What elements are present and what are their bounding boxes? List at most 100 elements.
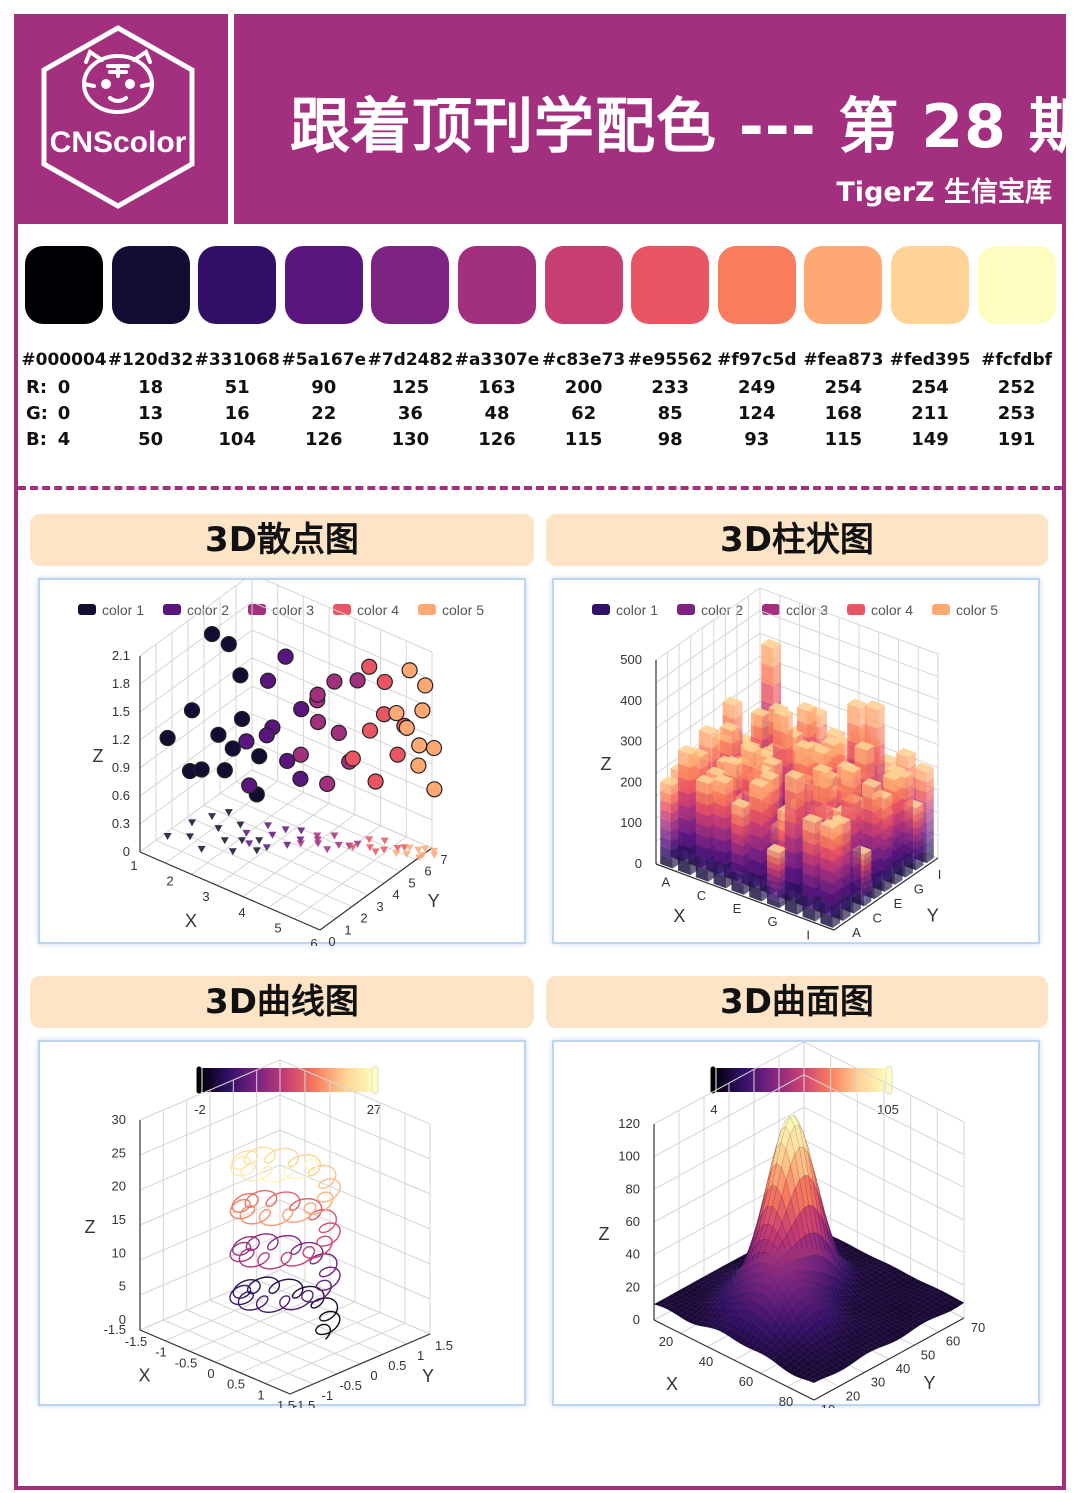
line-3d-chart[interactable]: -2 27 -1.5 0 5 10 15 20 25 30 -1.5 -1 -0.5 0 0.5 1 1.5 -1… <box>38 1040 526 1408</box>
helix-segment <box>314 1262 317 1265</box>
z-axis-name: Z <box>601 754 612 774</box>
surface-3d-chart[interactable]: 4 105 0 20 40 60 80 100 120 20 40 60 80 10 20 30 40 50 60 7… <box>552 1040 1040 1408</box>
floor-projection-mark <box>283 841 292 849</box>
side-wall-grid-line <box>653 1074 805 1158</box>
helix-segment <box>252 1252 255 1255</box>
helix-segment <box>305 1246 308 1249</box>
bar-segment <box>820 846 833 862</box>
helix-segment <box>302 1175 307 1178</box>
bar-segment-side <box>785 745 793 767</box>
helix-segment <box>241 1166 244 1170</box>
bar-segment-side <box>843 819 851 836</box>
bar-segment-side <box>916 844 924 857</box>
helix-segment <box>255 1191 259 1194</box>
bar-segment <box>773 712 786 734</box>
legend-swatch <box>847 604 865 615</box>
floor-projection-mark <box>314 840 322 848</box>
floor-projection-mark <box>236 821 245 829</box>
b-value-12: 191 <box>997 429 1036 450</box>
helix-segment <box>320 1225 323 1228</box>
bar-segment <box>767 867 780 878</box>
hex-label-3: #331068 <box>194 350 280 370</box>
helix-segment <box>277 1180 281 1183</box>
x-tick-label: 0.5 <box>227 1377 245 1392</box>
helix-segment <box>310 1170 314 1174</box>
helix-segment <box>267 1244 270 1247</box>
helix-segment <box>329 1192 332 1195</box>
helix-segment <box>277 1287 280 1290</box>
floor-projection-mark <box>163 832 172 840</box>
bar-segment <box>802 862 816 878</box>
helix-segment <box>247 1157 250 1160</box>
helix-segment <box>313 1158 316 1161</box>
bar-segment <box>713 825 727 842</box>
z-tick-label: 10 <box>112 1245 126 1260</box>
swatch-7 <box>544 246 623 324</box>
side-wall-grid-line <box>139 1059 281 1121</box>
y-tick-label: -1 <box>322 1388 334 1403</box>
logo-text: CNScolor <box>50 126 187 159</box>
helix-segment <box>232 1302 236 1305</box>
scatter-point-color-4 <box>361 722 379 739</box>
floor-projection-mark <box>188 819 196 827</box>
bar-segment <box>749 884 762 902</box>
helix-segment <box>252 1308 256 1311</box>
floor-grid-line <box>242 814 356 897</box>
bar-segment-side <box>884 804 893 820</box>
z-tick-label: 40 <box>626 1247 640 1262</box>
bar-segment-side <box>853 830 861 852</box>
x-axis-name: X <box>138 1366 150 1386</box>
helix-segment <box>338 1321 341 1324</box>
helix-segment <box>246 1156 249 1159</box>
helix-segment <box>247 1199 250 1202</box>
bar-segment-side <box>895 868 903 885</box>
helix-segment <box>284 1252 287 1254</box>
r-value-6: 163 <box>478 377 516 398</box>
helix-segment <box>280 1297 283 1300</box>
bar-segment-side <box>874 819 882 838</box>
scatter-point-color-5 <box>426 781 443 798</box>
helix-segment <box>309 1218 311 1221</box>
helix-segment <box>231 1246 235 1250</box>
g-value-9: 124 <box>738 403 776 424</box>
x-tick-label: 5 <box>274 920 281 935</box>
bar-segment <box>678 763 691 782</box>
helix-segment <box>321 1224 324 1227</box>
scatter-point-color-2 <box>277 648 294 665</box>
bar-segment <box>813 784 826 805</box>
helix-segment <box>290 1203 293 1206</box>
scatter-point-color-5 <box>414 702 431 719</box>
helix-segment <box>328 1209 332 1212</box>
bar-segment <box>761 681 774 705</box>
scatter-point-color-2 <box>292 770 309 787</box>
helix-segment <box>282 1217 285 1220</box>
x-tick-label: -1.5 <box>125 1334 147 1349</box>
bar-segment-side <box>916 817 924 830</box>
bar-segment <box>749 795 762 813</box>
bar-3d-chart[interactable]: color 1 color 2 color 3 color 4 color 5 0 100 2… <box>552 578 1040 944</box>
helix-segment <box>331 1180 335 1184</box>
helix-segment <box>241 1303 245 1305</box>
hex-label-4: #5a167e <box>281 350 367 370</box>
helix-segment <box>237 1298 240 1301</box>
bar-segment <box>695 833 709 850</box>
x-axis-name: X <box>666 1374 678 1394</box>
bar-segment-side <box>690 749 698 769</box>
helix-segment <box>229 1293 232 1296</box>
scatter-3d-chart[interactable]: color 1 color 2 color 3 color 4 color 5 0 0.3 0… <box>38 578 526 946</box>
helix-segment <box>330 1182 333 1186</box>
scatter-point-color-1 <box>159 729 176 747</box>
floor-projection-mark <box>296 836 305 844</box>
bar-segment-side <box>895 775 903 792</box>
helix-segment <box>240 1262 243 1265</box>
helix-segment <box>286 1218 290 1222</box>
helix-segment <box>259 1212 262 1215</box>
helix-segment <box>279 1265 283 1268</box>
rgb-row-r: R: <box>0 377 1080 403</box>
helix-segment <box>237 1239 241 1243</box>
helix-segment <box>272 1158 275 1161</box>
bar-segment-side <box>773 681 781 705</box>
helix-segment <box>321 1296 326 1300</box>
helix-segment <box>331 1329 335 1332</box>
scatter-point-color-4 <box>367 773 384 790</box>
